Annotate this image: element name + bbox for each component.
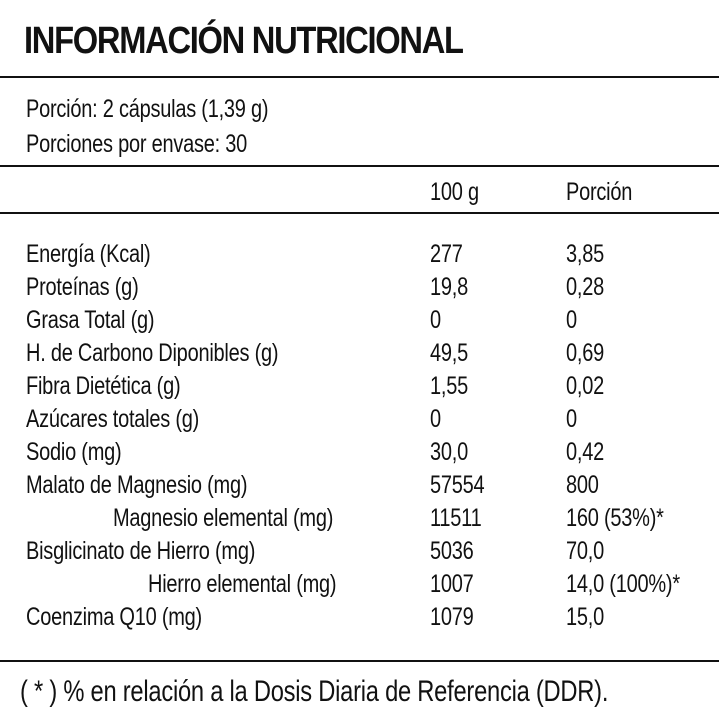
nutrient-value-100g: 57554 [430, 471, 485, 499]
nutrient-label: Sodio (mg) [26, 438, 122, 466]
nutrient-value-portion: 0,28 [566, 273, 604, 301]
nutrient-value-portion: 14,0 (100%)* [566, 570, 680, 598]
nutrient-label: H. de Carbono Diponibles (g) [26, 339, 279, 367]
servings-per-container: Porciones por envase: 30 [26, 130, 248, 158]
nutrient-value-portion: 0 [566, 405, 577, 433]
nutrient-label: Bisglicinato de Hierro (mg) [26, 537, 256, 565]
nutrient-value-100g: 11511 [430, 504, 482, 532]
column-header-portion: Porción [566, 178, 633, 206]
nutrient-value-100g: 0 [430, 405, 441, 433]
column-header-100g: 100 g [430, 178, 479, 206]
nutrient-value-100g: 1,55 [430, 372, 468, 400]
serving-size: Porción: 2 cápsulas (1,39 g) [26, 95, 269, 123]
nutrient-value-100g: 277 [430, 240, 463, 268]
nutrient-label: Azúcares totales (g) [26, 405, 200, 433]
nutrient-label: Fibra Dietética (g) [26, 372, 181, 400]
nutrient-value-100g: 19,8 [430, 273, 468, 301]
panel-title: INFORMACIÓN NUTRICIONAL [24, 20, 464, 62]
nutrient-label: Energía (Kcal) [26, 240, 151, 268]
footnote: ( * ) % en relación a la Dosis Diaria de… [20, 675, 609, 708]
serving-divider [0, 165, 719, 167]
nutrient-value-100g: 5036 [430, 537, 474, 565]
nutrient-value-portion: 70,0 [566, 537, 604, 565]
nutrient-value-portion: 800 [566, 471, 599, 499]
nutrient-value-100g: 49,5 [430, 339, 468, 367]
nutrient-value-100g: 1079 [430, 603, 474, 631]
nutrient-sublabel: Magnesio elemental (mg) [113, 504, 334, 532]
nutrient-label: Malato de Magnesio (mg) [26, 471, 248, 499]
footer-divider [0, 660, 719, 662]
nutrient-value-100g: 30,0 [430, 438, 468, 466]
nutrient-label: Coenzima Q10 (mg) [26, 603, 202, 631]
nutrient-value-portion: 15,0 [566, 603, 604, 631]
header-divider [0, 212, 719, 214]
nutrient-value-100g: 1007 [430, 570, 474, 598]
nutrient-value-portion: 0 [566, 306, 577, 334]
nutrient-sublabel: Hierro elemental (mg) [148, 570, 337, 598]
nutrient-value-100g: 0 [430, 306, 441, 334]
nutrient-value-portion: 160 (53%)* [566, 504, 664, 532]
nutrient-label: Proteínas (g) [26, 273, 139, 301]
nutrient-value-portion: 0,42 [566, 438, 604, 466]
nutrient-value-portion: 3,85 [566, 240, 604, 268]
nutrient-label: Grasa Total (g) [26, 306, 155, 334]
nutrient-value-portion: 0,02 [566, 372, 604, 400]
title-divider [0, 76, 719, 78]
nutrient-value-portion: 0,69 [566, 339, 604, 367]
